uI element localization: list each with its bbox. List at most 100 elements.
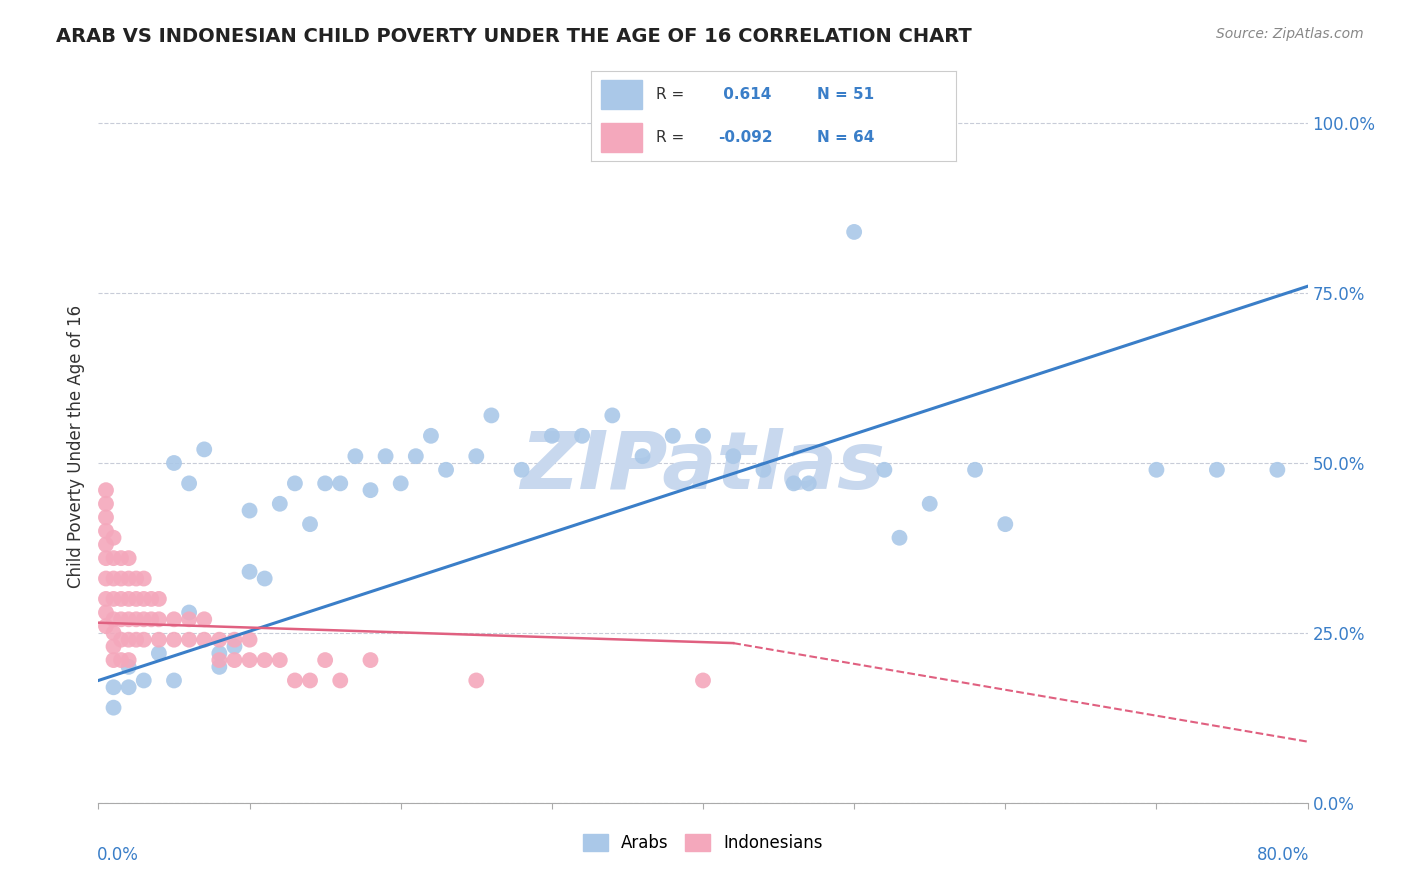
Point: [239, 632, 262, 647]
Point: [163, 612, 186, 626]
Text: R =: R =: [657, 130, 685, 145]
Point: [110, 632, 132, 647]
Point: [103, 626, 125, 640]
Point: [253, 572, 276, 586]
Point: [103, 531, 125, 545]
Point: [103, 700, 125, 714]
Point: [224, 653, 246, 667]
Point: [132, 591, 155, 606]
Text: ZIPatlas: ZIPatlas: [520, 428, 886, 507]
Point: [224, 632, 246, 647]
Point: [208, 646, 231, 660]
Point: [94, 619, 117, 633]
Text: 80.0%: 80.0%: [1257, 846, 1309, 863]
Point: [141, 612, 163, 626]
Point: [118, 632, 141, 647]
Point: [193, 612, 215, 626]
Point: [299, 517, 322, 532]
Point: [269, 497, 291, 511]
Point: [163, 456, 186, 470]
Point: [314, 653, 336, 667]
Point: [110, 572, 132, 586]
Point: [148, 646, 170, 660]
Point: [103, 653, 125, 667]
Text: 0.0%: 0.0%: [97, 846, 139, 863]
Point: [94, 524, 117, 538]
Point: [783, 476, 806, 491]
Point: [125, 572, 148, 586]
Point: [118, 660, 141, 674]
Point: [481, 409, 503, 423]
Point: [118, 680, 141, 694]
Point: [132, 673, 155, 688]
Point: [420, 429, 443, 443]
Point: [148, 612, 170, 626]
Point: [314, 476, 336, 491]
Point: [110, 551, 132, 566]
Text: N = 64: N = 64: [817, 130, 875, 145]
Point: [239, 503, 262, 517]
Point: [110, 653, 132, 667]
Point: [132, 632, 155, 647]
Point: [239, 653, 262, 667]
Point: [360, 483, 382, 498]
Point: [118, 551, 141, 566]
Point: [118, 591, 141, 606]
Point: [692, 429, 714, 443]
Point: [193, 442, 215, 457]
Text: Source: ZipAtlas.com: Source: ZipAtlas.com: [1216, 27, 1364, 41]
Point: [94, 591, 117, 606]
Point: [179, 476, 201, 491]
Point: [179, 612, 201, 626]
Point: [103, 680, 125, 694]
Point: [844, 225, 866, 239]
Point: [103, 640, 125, 654]
Text: N = 51: N = 51: [817, 87, 875, 102]
Point: [110, 591, 132, 606]
Point: [103, 551, 125, 566]
Bar: [602, 123, 641, 152]
Point: [125, 612, 148, 626]
Point: [994, 517, 1017, 532]
Point: [389, 476, 412, 491]
Point: [224, 640, 246, 654]
Point: [374, 449, 396, 463]
Point: [94, 537, 117, 551]
Point: [661, 429, 683, 443]
Point: [329, 673, 352, 688]
Point: [299, 673, 322, 688]
Point: [125, 591, 148, 606]
Point: [163, 632, 186, 647]
Point: [1144, 463, 1167, 477]
Point: [94, 497, 117, 511]
Point: [141, 591, 163, 606]
Point: [797, 476, 820, 491]
Point: [208, 653, 231, 667]
Point: [723, 449, 745, 463]
Point: [118, 653, 141, 667]
Point: [873, 463, 896, 477]
Point: [110, 612, 132, 626]
Point: [752, 463, 775, 477]
Point: [329, 476, 352, 491]
Point: [125, 632, 148, 647]
Point: [889, 531, 911, 545]
Point: [1267, 463, 1289, 477]
Point: [284, 476, 307, 491]
Point: [163, 673, 186, 688]
Point: [94, 483, 117, 498]
Point: [269, 653, 291, 667]
Point: [94, 510, 117, 524]
Y-axis label: Child Poverty Under the Age of 16: Child Poverty Under the Age of 16: [66, 304, 84, 588]
Point: [94, 572, 117, 586]
Point: [132, 612, 155, 626]
Point: [179, 606, 201, 620]
Text: R =: R =: [657, 87, 685, 102]
Point: [118, 612, 141, 626]
Legend: Arabs, Indonesians: Arabs, Indonesians: [576, 827, 830, 859]
Point: [360, 653, 382, 667]
Point: [94, 551, 117, 566]
Point: [1206, 463, 1229, 477]
Point: [434, 463, 457, 477]
Point: [208, 660, 231, 674]
